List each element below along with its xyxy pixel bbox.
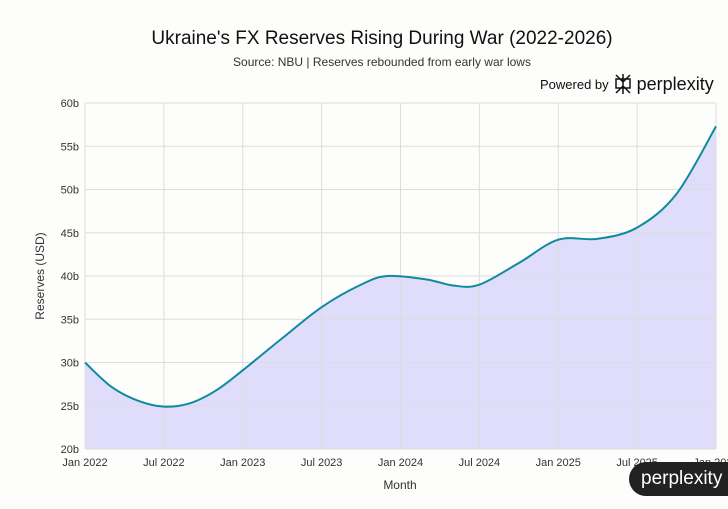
y-axis-label: Reserves (USD) xyxy=(33,232,47,319)
perplexity-badge[interactable]: perplexity xyxy=(629,462,728,496)
x-tick-label: Jul 2024 xyxy=(459,457,501,469)
chart-title: Ukraine's FX Reserves Rising During War … xyxy=(151,28,613,49)
y-tick-label: 20b xyxy=(61,444,79,456)
perplexity-logo-icon xyxy=(614,74,631,94)
y-tick-label: 25b xyxy=(61,401,79,413)
y-tick-label: 30b xyxy=(61,358,79,370)
y-tick-label: 35b xyxy=(61,314,79,326)
x-tick-label: Jul 2023 xyxy=(301,457,343,469)
x-tick-label: Jan 2022 xyxy=(62,457,107,469)
y-tick-label: 45b xyxy=(61,228,79,240)
powered-by-brand: perplexity xyxy=(636,73,714,94)
powered-by-label: Powered by xyxy=(540,76,609,92)
y-tick-label: 60b xyxy=(61,98,79,110)
y-tick-label: 50b xyxy=(61,185,79,197)
x-tick-label: Jul 2022 xyxy=(143,457,185,469)
series-line xyxy=(84,125,717,408)
chart-subtitle: Source: NBU | Reserves rebounded from ea… xyxy=(233,55,531,69)
y-tick-label: 40b xyxy=(61,271,79,283)
x-tick-label: Jan 2023 xyxy=(220,457,265,469)
x-tick-label: Jan 2025 xyxy=(536,457,581,469)
x-tick-label: Jan 2024 xyxy=(378,457,423,469)
powered-by: Powered by perplexity xyxy=(540,73,714,95)
x-axis-label: Month xyxy=(383,478,416,492)
y-tick-label: 55b xyxy=(61,141,79,153)
